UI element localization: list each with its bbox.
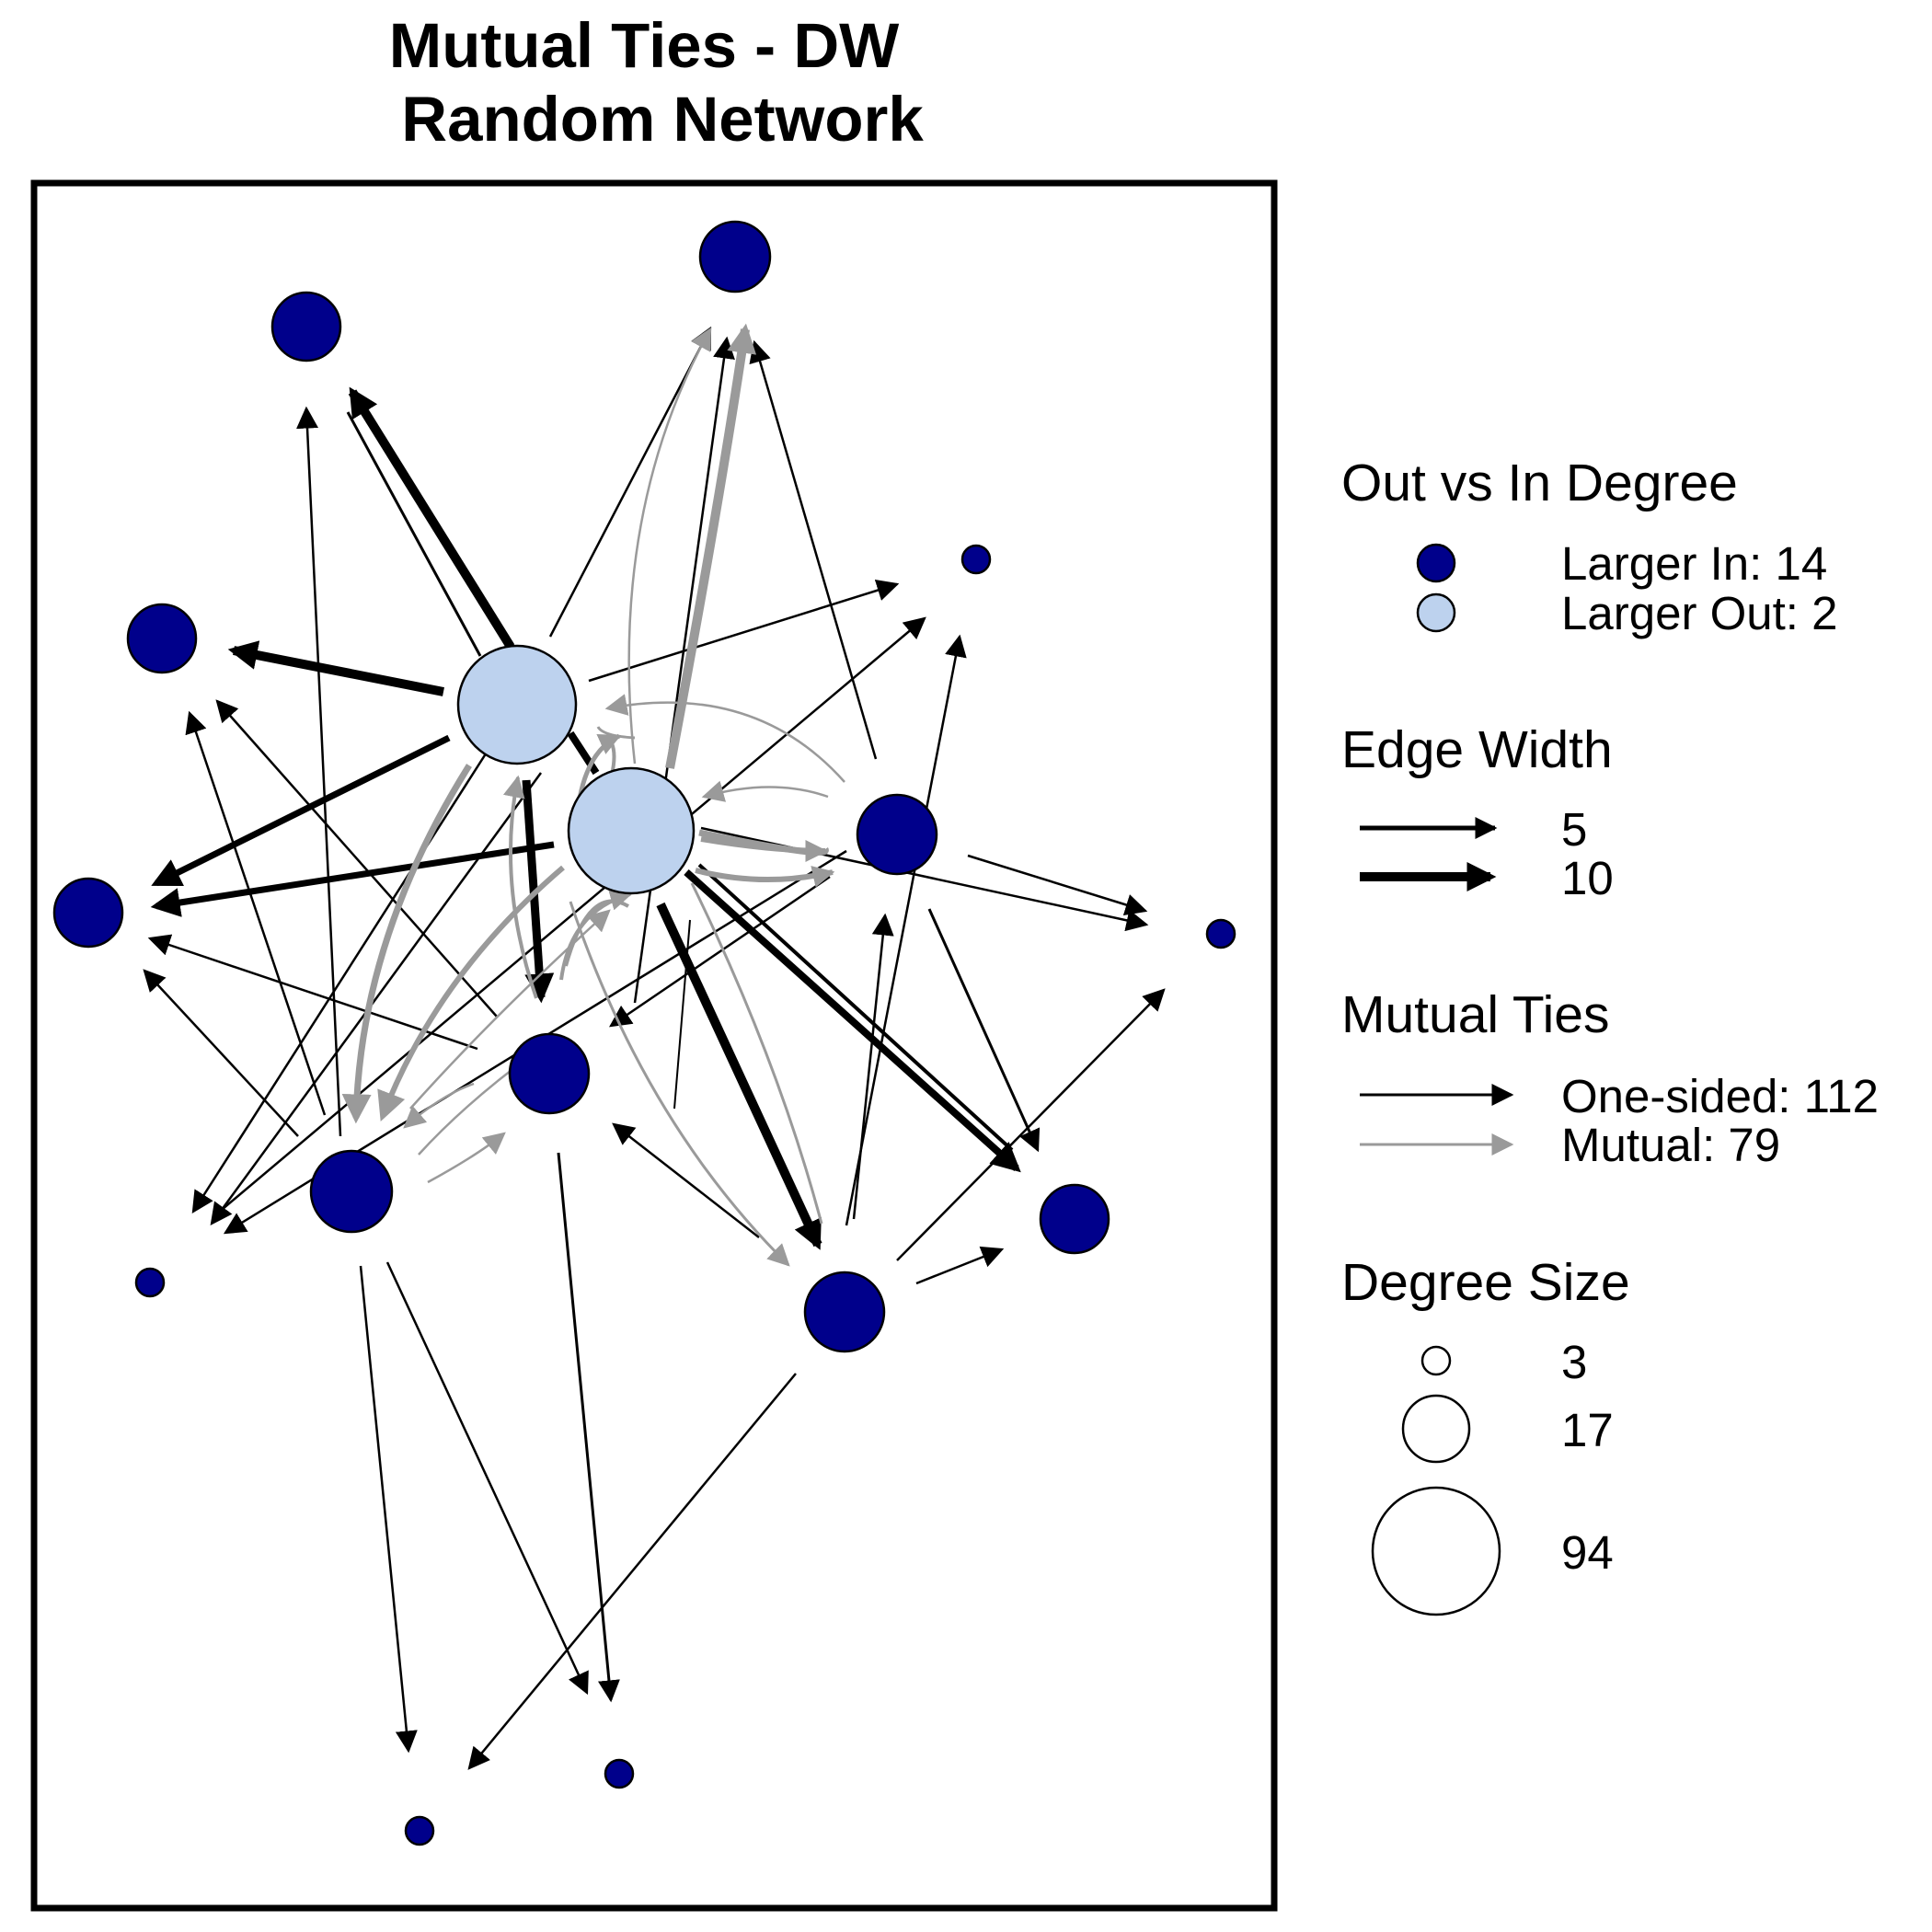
edge-one-sided bbox=[215, 699, 498, 1018]
plot-frame bbox=[30, 179, 1278, 1912]
edge-one-sided bbox=[296, 406, 342, 1137]
edge-one-sided bbox=[150, 841, 555, 917]
edge-one-sided bbox=[633, 336, 735, 1004]
edges-layer bbox=[143, 323, 1166, 1770]
network-node-larger-in bbox=[52, 877, 124, 949]
network-node-larger-in bbox=[126, 603, 198, 674]
edge-mutual bbox=[596, 726, 636, 740]
network-node-larger-in bbox=[803, 1271, 886, 1353]
edge-one-sided bbox=[927, 908, 1041, 1153]
edge-one-sided bbox=[852, 913, 894, 1220]
edge-one-sided bbox=[656, 902, 822, 1250]
network-node-larger-in bbox=[698, 220, 772, 293]
legend-edge-width: Edge Width 5 10 bbox=[1341, 720, 1614, 904]
edge-mutual bbox=[427, 1132, 506, 1184]
network-node-larger-in bbox=[960, 544, 992, 575]
legend-degree-size-17-swatch bbox=[1401, 1394, 1471, 1464]
legend-degree-size-17-label: 17 bbox=[1561, 1404, 1614, 1456]
edge-mutual bbox=[341, 764, 472, 1124]
edge-one-sided bbox=[147, 934, 478, 1051]
nodes-layer bbox=[52, 220, 1236, 1846]
legend-degree-size-3-swatch bbox=[1420, 1345, 1452, 1376]
edge-mutual bbox=[665, 323, 757, 769]
edge-one-sided bbox=[215, 616, 926, 1215]
network-node-larger-out bbox=[456, 644, 578, 765]
legend-mutual-label: Mutual: 79 bbox=[1561, 1119, 1780, 1171]
edge-one-sided bbox=[749, 339, 878, 760]
edge-one-sided bbox=[522, 779, 555, 1004]
title-line-2: Random Network bbox=[401, 84, 924, 155]
edge-mutual bbox=[569, 901, 790, 1267]
edge-one-sided bbox=[684, 869, 1021, 1173]
edge-one-sided bbox=[609, 875, 831, 1028]
legend-mutual-ties: Mutual Ties One-sided: 112 Mutual: 79 bbox=[1341, 985, 1879, 1171]
edge-one-sided bbox=[915, 1246, 1005, 1285]
edge-mutual bbox=[695, 866, 835, 888]
network-node-larger-in bbox=[134, 1267, 166, 1298]
network-node-larger-in bbox=[1039, 1183, 1110, 1255]
edge-mutual bbox=[503, 775, 538, 999]
legend-larger-in-swatch bbox=[1416, 543, 1456, 583]
network-node-larger-out bbox=[567, 766, 696, 895]
edge-mutual bbox=[409, 909, 611, 1110]
edge-one-sided bbox=[143, 969, 299, 1137]
edge-one-sided bbox=[348, 386, 515, 650]
legend-heading-mutual-ties: Mutual Ties bbox=[1341, 985, 1609, 1044]
legend-edge-width-5-label: 5 bbox=[1561, 803, 1587, 856]
edge-one-sided bbox=[548, 326, 712, 638]
edge-one-sided bbox=[557, 1152, 620, 1703]
edge-mutual bbox=[701, 780, 829, 802]
legend-heading-out-vs-in: Out vs In Degree bbox=[1341, 454, 1738, 512]
network-node-larger-in bbox=[1205, 918, 1236, 949]
edge-one-sided bbox=[967, 854, 1148, 916]
legend-larger-in-label: Larger In: 14 bbox=[1561, 537, 1827, 590]
network-node-larger-in bbox=[404, 1815, 435, 1846]
network-node-larger-in bbox=[508, 1032, 591, 1115]
network-node-larger-in bbox=[856, 793, 938, 876]
legend-edge-width-10-label: 10 bbox=[1561, 852, 1614, 904]
edge-mutual bbox=[377, 865, 565, 1121]
edge-one-sided bbox=[567, 730, 600, 776]
edge-one-sided bbox=[588, 580, 900, 683]
edge-mutual bbox=[690, 882, 823, 1225]
legend-larger-out-label: Larger Out: 2 bbox=[1561, 587, 1838, 639]
edge-one-sided bbox=[227, 640, 444, 696]
edge-one-sided bbox=[896, 988, 1166, 1261]
edge-one-sided bbox=[845, 634, 967, 1226]
edge-one-sided bbox=[191, 714, 512, 1214]
edge-mutual bbox=[403, 1082, 475, 1129]
network-node-larger-in bbox=[270, 291, 342, 362]
legend-out-vs-in: Out vs In Degree Larger In: 14 Larger Ou… bbox=[1341, 454, 1838, 639]
edge-one-sided bbox=[673, 919, 691, 1110]
legend-degree-size: Degree Size 3 17 94 bbox=[1341, 1253, 1630, 1616]
edge-one-sided bbox=[467, 1373, 797, 1770]
legend-heading-degree-size: Degree Size bbox=[1341, 1253, 1630, 1312]
edge-mutual bbox=[700, 836, 828, 862]
edge-one-sided bbox=[359, 1265, 418, 1754]
legend-degree-size-94-label: 94 bbox=[1561, 1526, 1614, 1579]
edge-mutual bbox=[577, 733, 622, 799]
edge-one-sided bbox=[210, 772, 543, 1225]
legend-degree-size-3-label: 3 bbox=[1561, 1336, 1587, 1388]
legend-heading-edge-width: Edge Width bbox=[1341, 720, 1613, 779]
edge-one-sided bbox=[697, 863, 1014, 1152]
edge-one-sided bbox=[346, 411, 482, 657]
edge-mutual bbox=[627, 327, 712, 765]
legend-one-sided-label: One-sided: 112 bbox=[1561, 1070, 1879, 1122]
edge-one-sided bbox=[612, 1122, 760, 1238]
edge-one-sided bbox=[385, 1261, 589, 1696]
edge-mutual bbox=[604, 694, 845, 783]
edge-one-sided bbox=[185, 710, 327, 1116]
network-node-larger-in bbox=[309, 1149, 394, 1234]
network-node-larger-in bbox=[604, 1758, 635, 1789]
legend-larger-out-swatch bbox=[1416, 592, 1456, 633]
title-line-1: Mutual Ties - DW bbox=[389, 10, 900, 81]
edge-one-sided bbox=[151, 734, 451, 887]
legend-degree-size-94-swatch bbox=[1371, 1486, 1501, 1616]
